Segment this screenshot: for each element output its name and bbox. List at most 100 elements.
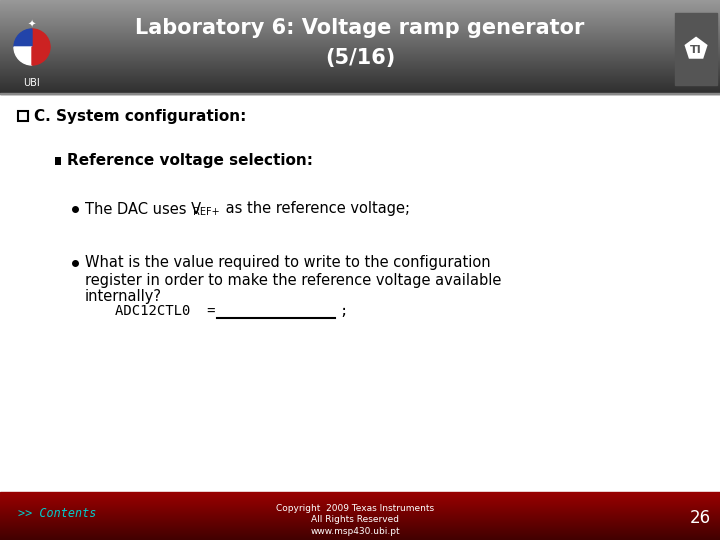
Bar [0, 58, 720, 59]
Bar [0, 6, 720, 7]
Text: C. System configuration:: C. System configuration: [34, 109, 246, 124]
Bar [0, 533, 720, 534]
Bar [0, 497, 720, 498]
Bar [0, 524, 720, 525]
Bar [0, 18, 720, 19]
Bar [0, 25, 720, 26]
Bar [0, 20, 720, 21]
Bar [0, 51, 720, 52]
Bar [0, 55, 720, 56]
Bar [0, 538, 720, 539]
Bar [0, 507, 720, 508]
Bar [0, 86, 720, 87]
Bar [0, 31, 720, 32]
Text: ADC12CTL0  =: ADC12CTL0 = [115, 304, 215, 318]
Bar [0, 81, 720, 82]
Bar [0, 85, 720, 86]
Bar [0, 23, 720, 24]
Bar [0, 512, 720, 513]
Bar [0, 535, 720, 536]
Text: ✦: ✦ [28, 20, 36, 30]
Bar [0, 518, 720, 519]
Bar [0, 523, 720, 524]
Bar [0, 24, 720, 25]
Wedge shape [32, 47, 50, 65]
Bar [0, 92, 720, 94]
Bar [0, 83, 720, 84]
Bar [0, 505, 720, 506]
Bar [0, 498, 720, 499]
Bar [0, 90, 720, 91]
Bar [0, 84, 720, 85]
Bar [0, 33, 720, 34]
Bar [0, 41, 720, 42]
Bar [0, 72, 720, 73]
Text: All Rights Reserved: All Rights Reserved [311, 515, 399, 524]
Bar [0, 528, 720, 529]
Bar [0, 9, 720, 10]
Bar [0, 19, 720, 20]
Bar [0, 43, 720, 44]
Bar [0, 47, 720, 48]
Bar [0, 503, 720, 504]
Bar [0, 39, 720, 40]
Bar [0, 52, 720, 53]
Bar [0, 91, 720, 92]
Bar [0, 28, 720, 29]
Bar [0, 11, 720, 12]
Wedge shape [14, 29, 32, 47]
Bar [0, 37, 720, 38]
Bar [0, 21, 720, 22]
Bar [0, 34, 720, 35]
Bar [0, 56, 720, 57]
Bar [0, 22, 720, 23]
Bar [0, 45, 720, 46]
Bar [0, 506, 720, 507]
Text: register in order to make the reference voltage available: register in order to make the reference … [85, 273, 501, 287]
Bar [0, 510, 720, 511]
Bar [0, 517, 720, 518]
Text: What is the value required to write to the configuration: What is the value required to write to t… [85, 255, 490, 271]
Bar [0, 49, 720, 50]
Bar [0, 500, 720, 501]
Bar [18, 111, 28, 121]
Bar [0, 54, 720, 55]
Bar [0, 1, 720, 2]
Bar [0, 521, 720, 522]
Bar [0, 53, 720, 54]
Bar [0, 68, 720, 69]
Bar [0, 40, 720, 41]
Bar [0, 71, 720, 72]
Bar [0, 15, 720, 16]
Bar [0, 13, 720, 14]
Bar [0, 515, 720, 516]
Bar [0, 32, 720, 33]
Bar [0, 502, 720, 503]
Bar [0, 38, 720, 39]
Bar [0, 504, 720, 505]
Bar [0, 532, 720, 533]
Bar [0, 14, 720, 15]
Bar [0, 7, 720, 8]
Bar [0, 75, 720, 76]
FancyBboxPatch shape [675, 13, 717, 85]
Bar [0, 526, 720, 527]
Bar [0, 46, 720, 47]
Wedge shape [32, 29, 50, 47]
Bar [0, 527, 720, 528]
Bar [0, 66, 720, 67]
Bar [0, 513, 720, 514]
Bar [0, 26, 720, 27]
Text: 26: 26 [690, 509, 711, 528]
Bar [0, 494, 720, 495]
Bar [0, 492, 720, 493]
Bar [0, 3, 720, 4]
Text: Laboratory 6: Voltage ramp generator: Laboratory 6: Voltage ramp generator [135, 18, 585, 38]
Text: ;: ; [339, 304, 347, 318]
Bar [0, 76, 720, 77]
Bar [0, 10, 720, 11]
Bar [0, 80, 720, 81]
Bar [0, 44, 720, 45]
Bar [0, 8, 720, 9]
Bar [0, 92, 720, 93]
